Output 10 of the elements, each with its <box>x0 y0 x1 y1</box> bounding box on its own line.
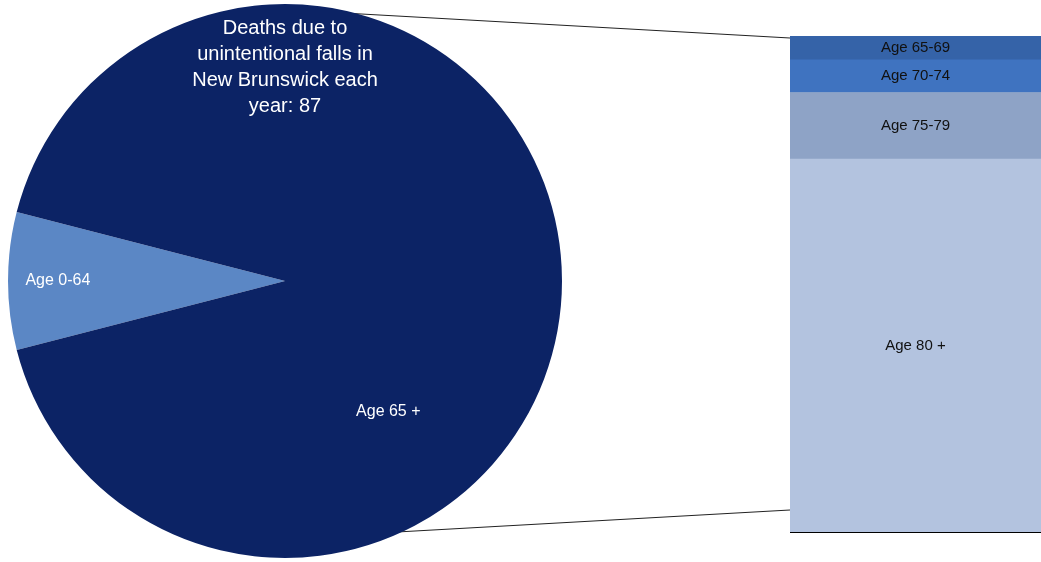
bar <box>790 59 1041 93</box>
slice-label: Age 0-64 <box>25 271 91 289</box>
bar <box>790 158 1041 532</box>
series-label: Age 70-74 <box>880 66 951 84</box>
series-label: Age 80 + <box>885 335 946 353</box>
text: Deaths due to unintentional falls in New Brunswick each year: 87 <box>191 15 379 118</box>
series-label: Age 75-79 <box>880 115 951 133</box>
bar <box>790 92 1041 160</box>
slice-label: Age 65 + <box>356 401 421 419</box>
series-label: Age 65-69 <box>880 38 951 56</box>
